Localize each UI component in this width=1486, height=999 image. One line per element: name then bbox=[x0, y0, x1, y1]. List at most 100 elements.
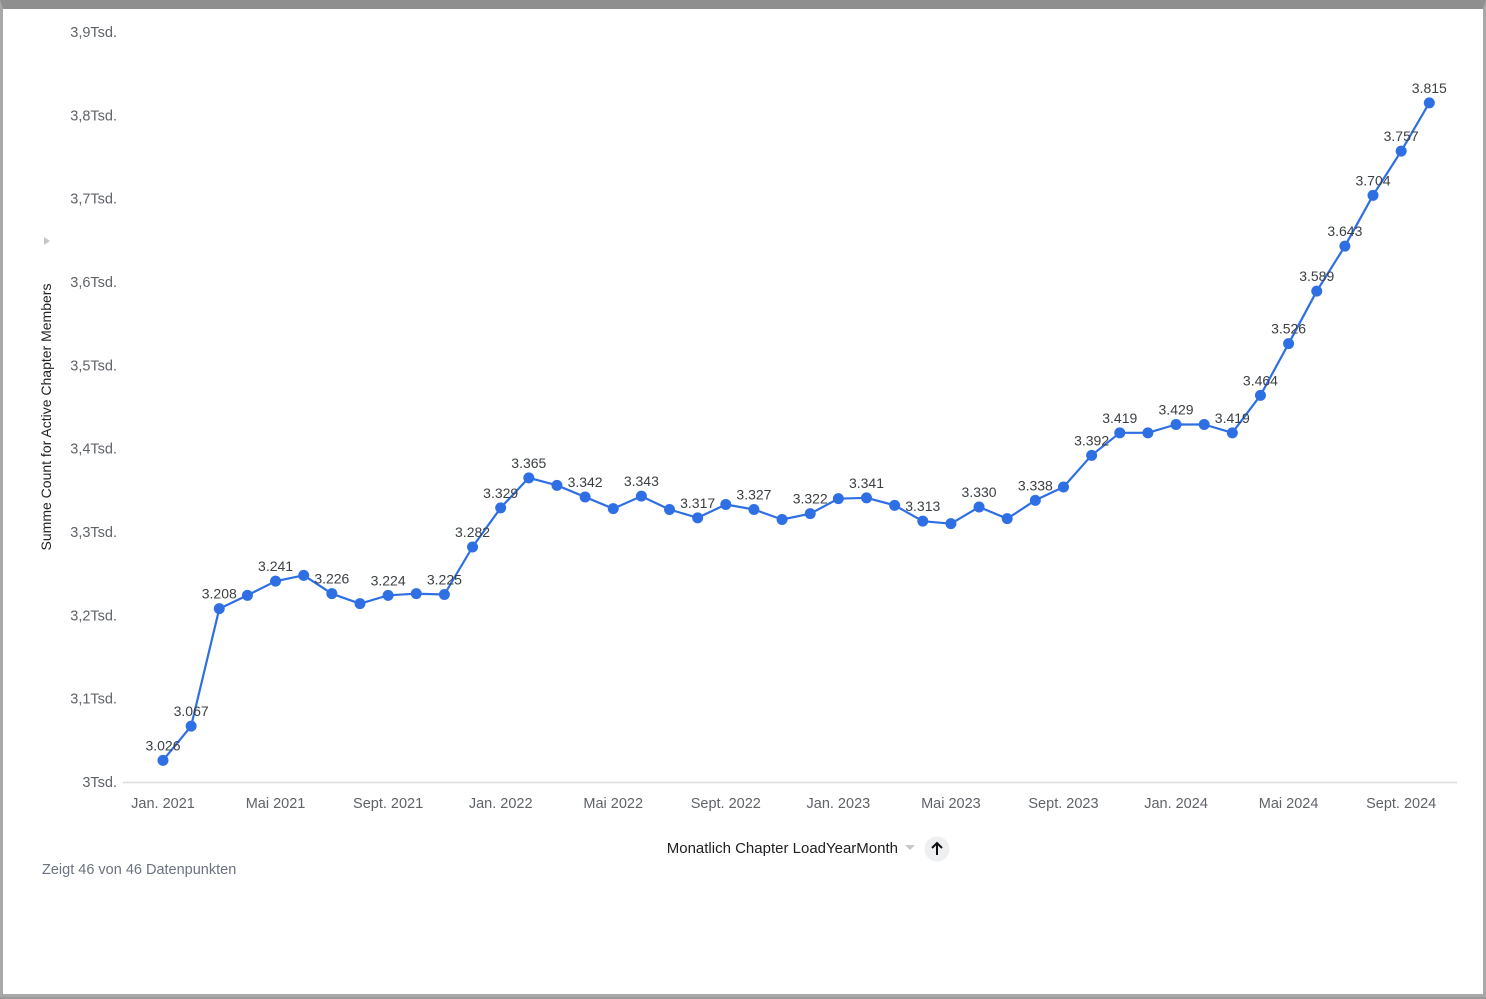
data-point bbox=[438, 589, 450, 600]
data-label: 3.282 bbox=[455, 524, 490, 540]
x-tick-label: Jan. 2021 bbox=[131, 796, 195, 812]
y-tick-label: 3,2Tsd. bbox=[70, 608, 117, 624]
y-tick-label: 3,8Tsd. bbox=[70, 108, 117, 124]
data-point bbox=[1226, 427, 1238, 439]
data-label: 3.224 bbox=[371, 572, 406, 588]
data-point bbox=[1001, 513, 1013, 525]
data-label: 3.313 bbox=[905, 498, 940, 514]
x-axis-ticks: Jan. 2021 Mai 2021 Sept. 2021 Jan. 2022 Mai … bbox=[131, 796, 1436, 812]
data-label: 3.327 bbox=[736, 487, 771, 503]
y-axis-title-group[interactable]: Summe Count for Active Chapter Members bbox=[38, 237, 54, 550]
data-label: 3.225 bbox=[427, 572, 462, 588]
data-label: 3.392 bbox=[1074, 432, 1109, 448]
data-label: 3.330 bbox=[962, 484, 997, 500]
y-tick-label: 3,3Tsd. bbox=[70, 525, 117, 541]
y-axis-title: Summe Count for Active Chapter Members bbox=[38, 284, 54, 551]
data-label: 3.419 bbox=[1102, 410, 1137, 426]
line-chart: 3Tsd. 3,1Tsd. 3,2Tsd. 3,3Tsd. 3,4Tsd. 3,5Tsd.… bbox=[38, 25, 1457, 878]
x-axis-title-group[interactable]: Monatlich Chapter LoadYearMonth bbox=[667, 836, 950, 862]
data-point bbox=[1423, 97, 1435, 109]
data-label: 3.322 bbox=[793, 491, 828, 507]
data-label: 3.342 bbox=[568, 474, 603, 490]
x-tick-label: Sept. 2023 bbox=[1028, 796, 1098, 812]
data-label: 3.341 bbox=[849, 475, 884, 491]
data-point bbox=[410, 588, 422, 600]
data-label: 3.365 bbox=[511, 455, 546, 471]
data-point bbox=[270, 575, 282, 587]
data-label: 3.757 bbox=[1384, 128, 1419, 144]
data-point bbox=[1086, 449, 1098, 461]
y-tick-label: 3,4Tsd. bbox=[70, 442, 117, 458]
x-tick-label: Jan. 2023 bbox=[807, 796, 871, 812]
series-line bbox=[162, 102, 1431, 761]
data-point bbox=[298, 569, 310, 581]
data-point bbox=[1029, 494, 1041, 506]
chart-panel: 3Tsd. 3,1Tsd. 3,2Tsd. 3,3Tsd. 3,4Tsd. 3,5Tsd.… bbox=[5, 9, 1481, 994]
data-point bbox=[467, 541, 479, 553]
data-point bbox=[1198, 419, 1210, 430]
x-tick-label: Jan. 2024 bbox=[1144, 796, 1208, 812]
series-points bbox=[157, 97, 1435, 766]
data-point bbox=[1170, 419, 1182, 430]
x-axis-title[interactable]: Monatlich Chapter LoadYearMonth bbox=[667, 840, 898, 857]
data-label: 3.241 bbox=[258, 558, 293, 574]
data-point bbox=[1367, 189, 1379, 201]
data-label: 3.208 bbox=[202, 586, 237, 602]
caret-right-icon[interactable] bbox=[44, 237, 50, 245]
data-label: 3.464 bbox=[1243, 372, 1278, 388]
data-label: 3.067 bbox=[174, 703, 209, 719]
data-label: 3.329 bbox=[483, 485, 518, 501]
data-label: 3.419 bbox=[1215, 410, 1250, 426]
data-label: 3.317 bbox=[680, 495, 715, 511]
data-point bbox=[973, 501, 985, 513]
data-point bbox=[720, 499, 732, 510]
data-point bbox=[1339, 240, 1351, 252]
data-point bbox=[1311, 285, 1323, 297]
caret-down-icon[interactable] bbox=[905, 845, 915, 850]
x-tick-label: Mai 2023 bbox=[921, 796, 981, 812]
data-label: 3.643 bbox=[1327, 223, 1362, 239]
data-label: 3.226 bbox=[314, 571, 349, 587]
data-point bbox=[1057, 481, 1069, 493]
data-label: 3.815 bbox=[1412, 80, 1447, 96]
data-point bbox=[748, 504, 760, 515]
data-point bbox=[523, 472, 535, 484]
y-tick-label: 3,5Tsd. bbox=[70, 358, 117, 374]
data-point bbox=[861, 492, 872, 504]
x-tick-label: Sept. 2021 bbox=[353, 796, 423, 812]
y-tick-label: 3,7Tsd. bbox=[70, 192, 117, 208]
data-point bbox=[664, 504, 676, 515]
y-tick-label: 3,1Tsd. bbox=[70, 692, 117, 708]
data-point bbox=[607, 503, 619, 515]
data-point bbox=[832, 493, 844, 505]
data-point bbox=[326, 588, 338, 600]
arrow-up-icon bbox=[931, 841, 943, 855]
data-point bbox=[185, 720, 197, 732]
data-point bbox=[776, 514, 788, 525]
data-point bbox=[354, 598, 366, 610]
data-point bbox=[1114, 427, 1126, 439]
data-point bbox=[1283, 338, 1295, 350]
data-point bbox=[1254, 389, 1266, 401]
data-label: 3.589 bbox=[1299, 268, 1334, 284]
datapoints-count-note: Zeigt 46 von 46 Datenpunkten bbox=[42, 862, 236, 878]
data-point bbox=[804, 508, 816, 520]
y-tick-label: 3Tsd. bbox=[82, 775, 117, 791]
data-label: 3.343 bbox=[624, 473, 659, 489]
data-point bbox=[241, 589, 253, 601]
data-point bbox=[1395, 145, 1407, 157]
data-point bbox=[551, 479, 563, 491]
data-label: 3.338 bbox=[1018, 477, 1053, 493]
x-tick-label: Sept. 2024 bbox=[1366, 796, 1436, 812]
data-point bbox=[495, 502, 507, 514]
data-point bbox=[157, 754, 169, 766]
sort-ascending-button[interactable] bbox=[924, 836, 950, 862]
data-point bbox=[917, 515, 929, 527]
data-label: 3.704 bbox=[1355, 172, 1390, 188]
data-point bbox=[945, 518, 957, 530]
y-axis-ticks: 3Tsd. 3,1Tsd. 3,2Tsd. 3,3Tsd. 3,4Tsd. 3,5Tsd.… bbox=[70, 25, 117, 791]
data-point bbox=[692, 512, 704, 524]
y-tick-label: 3,6Tsd. bbox=[70, 275, 117, 291]
x-tick-label: Jan. 2022 bbox=[469, 796, 533, 812]
data-labels: 3.026 3.067 3.208 3.241 3.226 3.224 3.225 3.282… bbox=[145, 80, 1447, 753]
